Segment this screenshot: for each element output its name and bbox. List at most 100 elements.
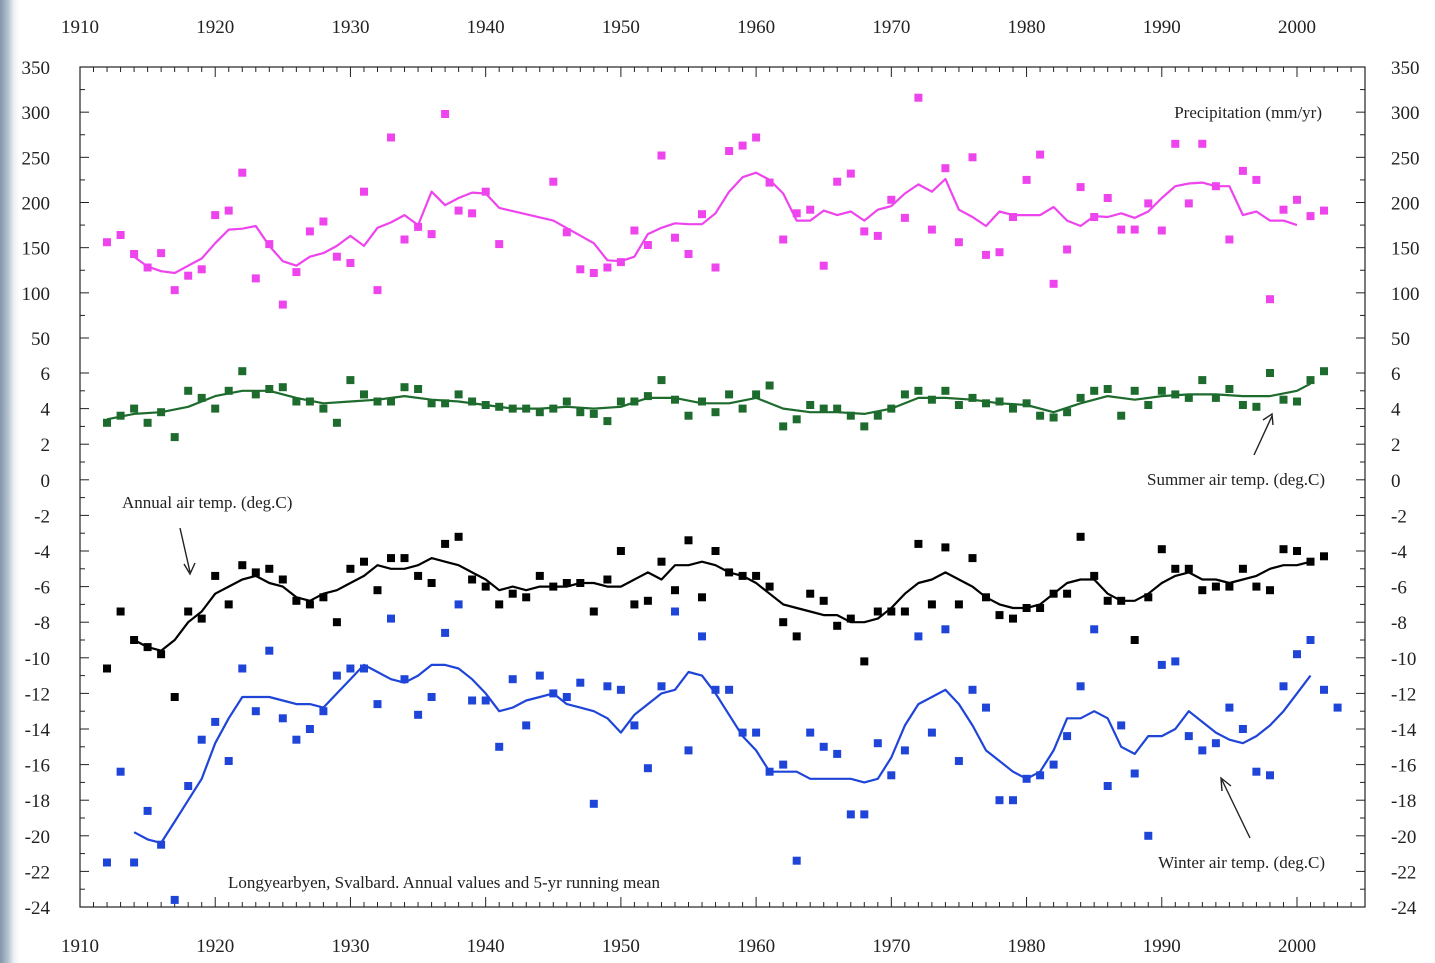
annual-point [752, 571, 761, 580]
summer-point [224, 386, 233, 395]
summer-point [427, 399, 436, 408]
annual-point [765, 582, 774, 591]
y-tick-label-right: -4 [1391, 542, 1407, 563]
winter-point [1238, 725, 1247, 733]
annual-point [927, 600, 936, 609]
winter-point [522, 721, 531, 730]
winter-point [103, 858, 111, 867]
y-tick-label-left: 6 [41, 364, 51, 385]
summer-point [130, 404, 139, 413]
precipitation-point [305, 227, 314, 236]
summer-point [1049, 413, 1058, 422]
precipitation-point [1022, 175, 1031, 184]
annual-point [846, 614, 855, 623]
summer-point [481, 401, 490, 409]
winter-point [468, 696, 477, 705]
precipitation-point [427, 230, 436, 239]
precipitation-point [292, 268, 301, 277]
y-tick-label-left: 300 [22, 103, 51, 124]
precipitation-point [941, 164, 950, 173]
tick-labels: 1910 1910 1920 1920 1930 1930 1940 1940 1950 1950… [22, 17, 1420, 957]
y-tick-label-left: -22 [25, 862, 50, 883]
precipitation-point [752, 133, 761, 142]
precipitation-point [1171, 139, 1180, 148]
y-tick-label-left: -12 [25, 684, 50, 705]
summer-point [1184, 393, 1193, 402]
summer-point [1076, 393, 1085, 402]
y-tick-label-left: 50 [31, 329, 50, 350]
summer-point [562, 397, 571, 406]
summer-point [1306, 376, 1315, 385]
summer-point [251, 390, 260, 399]
precipitation-point [833, 177, 842, 186]
x-tick-label-top: 1970 [872, 17, 910, 38]
precipitation-point [143, 263, 152, 272]
precipitation-point [1117, 225, 1126, 234]
summer-point [508, 404, 517, 413]
summer-point [265, 385, 274, 393]
annual-point [1022, 604, 1031, 612]
precipitation-point [157, 249, 166, 258]
annual-point [157, 650, 166, 659]
precipitation-point [671, 233, 679, 242]
summer-point [887, 404, 896, 413]
summer-point [1225, 385, 1234, 393]
winter-point [508, 675, 517, 684]
x-tick-label-bottom: 1930 [331, 936, 369, 957]
winter-running-mean-line [133, 663, 1312, 844]
annual-point [1144, 593, 1153, 602]
x-tick-label-top: 1930 [331, 17, 369, 38]
y-tick-label-left: 250 [22, 148, 51, 169]
winter-point [887, 771, 896, 780]
winter-point [346, 664, 355, 673]
annual-point [292, 596, 301, 605]
x-tick-label-bottom: 1950 [602, 936, 640, 957]
precipitation-point [806, 205, 815, 214]
summer-point [414, 385, 423, 393]
precipitation-point [441, 110, 450, 118]
annual-point [576, 579, 585, 587]
precipitation-point [211, 211, 220, 220]
precipitation-point [616, 258, 625, 267]
annual-point [360, 557, 368, 566]
winter-point [305, 725, 314, 733]
annual-point [170, 693, 179, 701]
winter-point [725, 685, 734, 694]
precipitation-point [711, 263, 720, 272]
annual-point [1184, 564, 1193, 573]
precipitation-point [1198, 139, 1207, 148]
winter-point [738, 728, 747, 737]
summer-point [914, 386, 923, 395]
winter-point [549, 689, 558, 698]
summer-point [211, 404, 220, 413]
summer-point [116, 411, 125, 420]
annual-point [1211, 582, 1220, 591]
precipitation-point [454, 206, 463, 215]
precipitation-point [887, 195, 896, 204]
winter-point [387, 614, 395, 623]
precipitation-point [1144, 199, 1153, 208]
summer-point [1090, 386, 1099, 395]
annual-point [819, 596, 828, 605]
annual-point [968, 554, 977, 563]
summer-point [184, 386, 193, 395]
precipitation-point [1157, 226, 1166, 235]
annual-point [914, 539, 923, 548]
precipitation-point [1009, 213, 1017, 221]
chart-caption: Longyearbyen, Svalbard. Annual values an… [228, 873, 660, 892]
precipitation-point [1130, 225, 1139, 234]
annual-point [643, 596, 652, 605]
summer-point [305, 397, 314, 406]
annual-point [1320, 552, 1328, 561]
summer-point [643, 392, 652, 401]
winter-point [603, 682, 612, 691]
y-tick-label-right: -22 [1391, 862, 1416, 883]
x-tick-label-top: 1980 [1008, 17, 1046, 38]
y-tick-label-left: -20 [25, 827, 50, 848]
winter-point [765, 767, 774, 776]
annual-point [116, 607, 125, 616]
annual-point [549, 582, 558, 591]
precipitation-point [481, 187, 490, 196]
annual-point [481, 582, 490, 591]
precipitation-point [360, 187, 368, 196]
